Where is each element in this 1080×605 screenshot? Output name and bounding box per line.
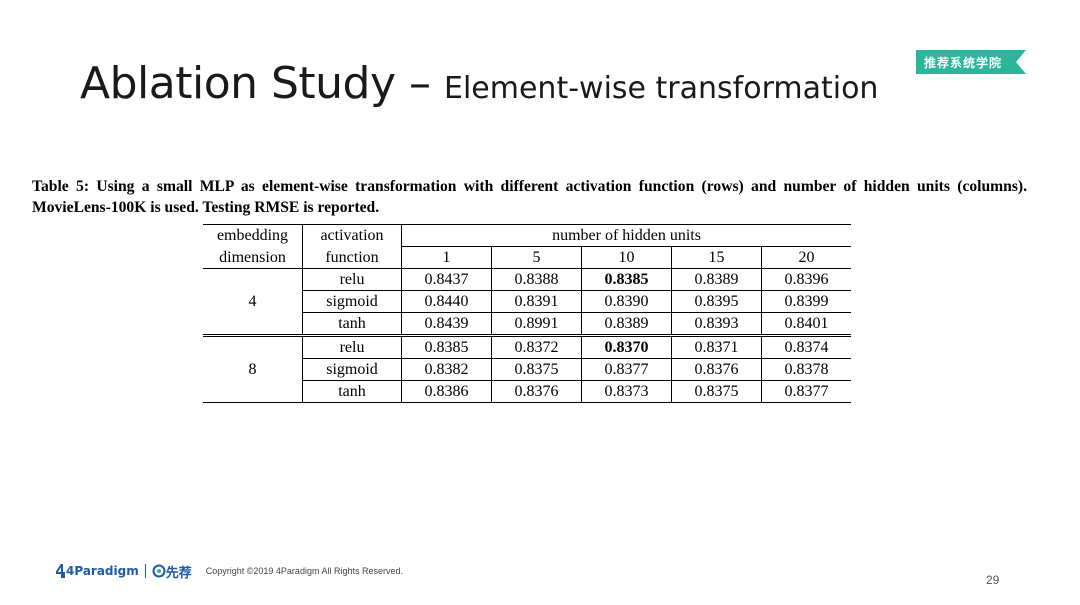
table-row: tanh 0.8386 0.8376 0.8373 0.8375 0.8377	[203, 380, 851, 403]
function-cell: relu	[302, 335, 402, 359]
header-col: 5	[491, 246, 582, 269]
value-cell: 0.8375	[491, 358, 582, 381]
value-cell: 0.8391	[491, 290, 582, 313]
slide-title-sub: Element-wise transformation	[444, 71, 879, 106]
value-cell: 0.8991	[491, 312, 582, 336]
value-cell: 0.8385	[401, 335, 492, 359]
4paradigm-logo-text: 4Paradigm	[66, 564, 139, 578]
footer: 4Paradigm 先荐 Copyright ©2019 4Paradigm A…	[56, 560, 403, 582]
value-cell: 0.8393	[671, 312, 762, 336]
function-cell: sigmoid	[302, 358, 402, 381]
table-subheader-row: dimension function 1 5 10 15 20	[203, 246, 851, 269]
function-cell: tanh	[302, 380, 402, 403]
table-row: 8 relu 0.8385 0.8372 0.8370 0.8371 0.837…	[203, 335, 851, 403]
value-cell: 0.8375	[671, 380, 762, 403]
header-col: 1	[401, 246, 492, 269]
value-cell: 0.8439	[401, 312, 492, 336]
value-cell: 0.8372	[491, 335, 582, 359]
xianjian-mark-icon	[152, 564, 166, 578]
4paradigm-logo: 4Paradigm	[56, 564, 139, 578]
table-row: sigmoid 0.8382 0.8375 0.8377 0.8376 0.83…	[203, 358, 851, 381]
value-cell-best: 0.8385	[581, 268, 672, 291]
header-col: 10	[581, 246, 672, 269]
header-embedding: embedding	[203, 224, 303, 247]
value-cell: 0.8388	[491, 268, 582, 291]
function-cell: relu	[302, 268, 402, 291]
header-dimension: dimension	[203, 246, 303, 269]
value-cell: 0.8373	[581, 380, 672, 403]
badge-shape	[916, 50, 1026, 74]
value-cell: 0.8386	[401, 380, 492, 403]
page-number: 29	[986, 573, 1000, 587]
value-cell: 0.8440	[401, 290, 492, 313]
value-cell: 0.8377	[581, 358, 672, 381]
value-cell-best: 0.8370	[581, 335, 672, 359]
value-cell: 0.8399	[784, 293, 829, 310]
xianjian-logo-text: 先荐	[165, 565, 192, 581]
4paradigm-mark-icon	[56, 564, 65, 578]
value-cell: 0.8376	[671, 358, 762, 381]
table-row: sigmoid 0.8440 0.8391 0.8390 0.8395 0.83…	[203, 290, 851, 313]
value-cell: 0.8395	[671, 290, 762, 313]
header-function: function	[302, 246, 402, 269]
value-cell: 0.8371	[671, 335, 762, 359]
value-cell: 0.8382	[401, 358, 492, 381]
dimension-cell: 4	[203, 268, 303, 336]
table-row: tanh 0.8439 0.8991 0.8389 0.8393 0.8401	[203, 312, 851, 336]
slide-title-main: Ablation Study –	[80, 58, 444, 109]
header-activation: activation	[302, 224, 402, 247]
value-cell: 0.8390	[581, 290, 672, 313]
value-cell: 0.8389	[581, 312, 672, 336]
header-hidden-units: number of hidden units	[401, 224, 851, 247]
value-cell: 0.8437	[401, 268, 492, 291]
slide-title: Ablation Study – Element-wise transforma…	[80, 58, 878, 109]
table-caption: Table 5: Using a small MLP as element-wi…	[32, 178, 1027, 216]
value-cell: 0.8377	[784, 383, 829, 400]
function-cell: sigmoid	[302, 290, 402, 313]
value-cell: 0.8378	[784, 361, 829, 378]
badge-label: 推荐系统学院	[924, 56, 1003, 70]
value-cell: 0.8389	[671, 268, 762, 291]
footer-divider	[144, 564, 146, 578]
copyright-text: Copyright ©2019 4Paradigm All Rights Res…	[205, 566, 403, 576]
header-col: 20	[798, 249, 815, 266]
value-cell: 0.8376	[491, 380, 582, 403]
value-cell: 0.8396	[784, 271, 829, 288]
value-cell: 0.8401	[784, 315, 829, 332]
table-row: 4 relu 0.8437 0.8388 0.8385 0.8389 0.839…	[203, 268, 851, 336]
value-cell: 0.8374	[784, 339, 829, 356]
table-header-row: embedding activation number of hidden un…	[203, 224, 851, 247]
xianjian-logo: 先荐	[152, 562, 192, 581]
results-table: embedding activation number of hidden un…	[203, 224, 851, 403]
function-cell: tanh	[302, 312, 402, 336]
course-badge: 推荐系统学院	[916, 50, 1026, 74]
header-col: 15	[671, 246, 762, 269]
dimension-cell: 8	[203, 335, 303, 403]
